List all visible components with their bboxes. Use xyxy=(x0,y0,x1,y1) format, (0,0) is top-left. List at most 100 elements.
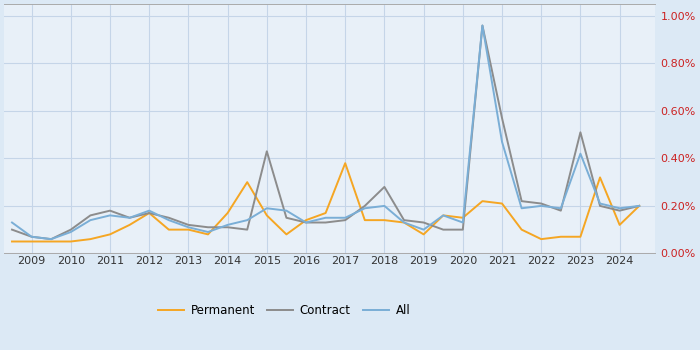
All xyxy=(635,204,643,208)
Permanent xyxy=(8,239,16,244)
Contract xyxy=(145,211,153,215)
Permanent xyxy=(145,211,153,215)
All xyxy=(66,230,75,234)
Permanent xyxy=(27,239,36,244)
Permanent xyxy=(458,216,467,220)
All xyxy=(47,237,55,241)
Permanent xyxy=(47,239,55,244)
Permanent xyxy=(498,202,506,206)
Permanent xyxy=(341,161,349,165)
Permanent xyxy=(635,204,643,208)
Permanent xyxy=(282,232,290,237)
Permanent xyxy=(576,234,584,239)
All xyxy=(360,206,369,210)
All xyxy=(204,230,212,234)
All xyxy=(282,209,290,213)
Contract xyxy=(615,209,624,213)
Permanent xyxy=(615,223,624,227)
Permanent xyxy=(302,218,310,222)
Permanent xyxy=(478,199,486,203)
Contract xyxy=(458,228,467,232)
Legend: Permanent, Contract, All: Permanent, Contract, All xyxy=(153,299,415,322)
Contract xyxy=(204,225,212,229)
All xyxy=(498,140,506,144)
Permanent xyxy=(537,237,545,241)
Contract xyxy=(556,209,565,213)
All xyxy=(8,220,16,225)
All xyxy=(537,204,545,208)
Contract xyxy=(380,185,389,189)
Contract xyxy=(125,216,134,220)
Contract xyxy=(223,225,232,229)
Permanent xyxy=(596,175,604,180)
Contract xyxy=(498,116,506,120)
Permanent xyxy=(106,232,114,237)
All xyxy=(302,220,310,225)
Contract xyxy=(576,130,584,134)
Line: All: All xyxy=(12,26,639,239)
Contract xyxy=(302,220,310,225)
All xyxy=(27,234,36,239)
Contract xyxy=(341,218,349,222)
Contract xyxy=(47,237,55,241)
All xyxy=(243,218,251,222)
All xyxy=(86,218,94,222)
Permanent xyxy=(86,237,94,241)
Contract xyxy=(360,204,369,208)
All xyxy=(615,206,624,210)
Contract xyxy=(517,199,526,203)
Contract xyxy=(419,220,428,225)
Contract xyxy=(262,149,271,153)
Permanent xyxy=(164,228,173,232)
Contract xyxy=(106,209,114,213)
Contract xyxy=(86,213,94,217)
Permanent xyxy=(204,232,212,237)
Contract xyxy=(537,202,545,206)
All xyxy=(125,216,134,220)
Permanent xyxy=(419,232,428,237)
Contract xyxy=(243,228,251,232)
Permanent xyxy=(360,218,369,222)
All xyxy=(164,218,173,222)
Permanent xyxy=(66,239,75,244)
Permanent xyxy=(262,213,271,217)
All xyxy=(262,206,271,210)
All xyxy=(106,213,114,217)
Contract xyxy=(184,223,192,227)
All xyxy=(576,152,584,156)
All xyxy=(184,225,192,229)
All xyxy=(341,216,349,220)
All xyxy=(419,228,428,232)
Permanent xyxy=(184,228,192,232)
Permanent xyxy=(321,211,330,215)
Contract xyxy=(164,216,173,220)
Contract xyxy=(27,234,36,239)
Permanent xyxy=(556,234,565,239)
Permanent xyxy=(125,223,134,227)
Contract xyxy=(321,220,330,225)
All xyxy=(380,204,389,208)
Contract xyxy=(635,204,643,208)
Permanent xyxy=(380,218,389,222)
All xyxy=(400,220,408,225)
Contract xyxy=(282,216,290,220)
Line: Permanent: Permanent xyxy=(12,163,639,242)
All xyxy=(596,202,604,206)
All xyxy=(145,209,153,213)
Permanent xyxy=(400,220,408,225)
All xyxy=(517,206,526,210)
Permanent xyxy=(517,228,526,232)
All xyxy=(439,213,447,217)
Contract xyxy=(8,228,16,232)
All xyxy=(223,223,232,227)
Contract xyxy=(66,228,75,232)
All xyxy=(556,206,565,210)
Permanent xyxy=(439,213,447,217)
Contract xyxy=(596,204,604,208)
All xyxy=(321,216,330,220)
Permanent xyxy=(243,180,251,184)
Contract xyxy=(478,23,486,28)
Permanent xyxy=(223,211,232,215)
All xyxy=(478,23,486,28)
Contract xyxy=(439,228,447,232)
